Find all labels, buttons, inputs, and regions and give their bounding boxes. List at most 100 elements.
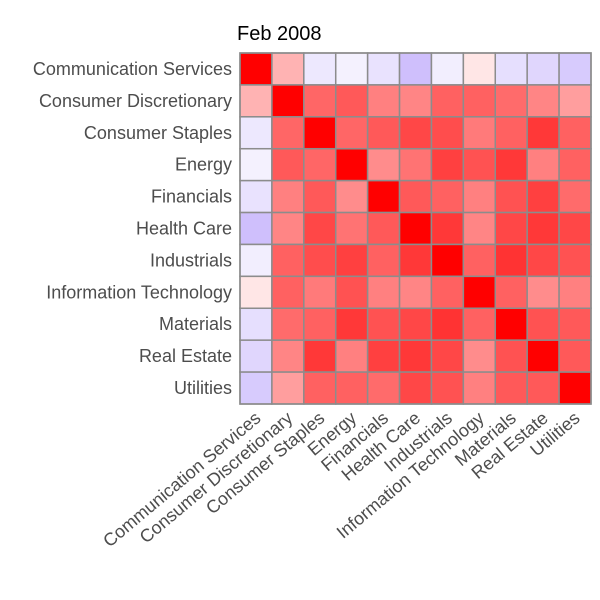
heatmap-cell — [271, 339, 305, 373]
heatmap-cell — [558, 147, 592, 182]
heatmap-cell — [366, 52, 401, 86]
heatmap-cell — [430, 211, 465, 246]
heatmap-cell — [334, 147, 369, 182]
heatmap-cell — [239, 84, 273, 118]
heatmap-cell — [430, 147, 465, 182]
heatmap-cell — [239, 339, 273, 373]
heatmap-cell — [239, 179, 273, 214]
y-tick-label: Consumer Discretionary — [39, 91, 232, 111]
heatmap-cell — [494, 116, 528, 150]
heatmap-cell — [430, 243, 465, 278]
heatmap-cell — [271, 371, 305, 405]
heatmap-cell — [366, 371, 401, 405]
heatmap-cell — [239, 307, 273, 341]
heatmap-cell — [494, 307, 528, 341]
heatmap-cell — [558, 339, 592, 373]
heatmap-cell — [398, 307, 433, 341]
heatmap-cell — [239, 275, 273, 310]
heatmap-cell — [334, 84, 369, 118]
y-tick-label: Communication Services — [33, 59, 232, 79]
heatmap-cell — [398, 179, 433, 214]
heatmap-cell — [366, 339, 401, 373]
heatmap-cell — [494, 52, 528, 86]
heatmap-cell — [334, 52, 369, 86]
heatmap-cell — [239, 52, 273, 86]
heatmap-cell — [334, 243, 369, 278]
heatmap-cell — [462, 307, 497, 341]
heatmap-cell — [398, 147, 433, 182]
heatmap-cell — [303, 179, 337, 214]
heatmap-cell — [558, 116, 592, 150]
y-tick-label: Real Estate — [139, 346, 232, 366]
heatmap-cell — [494, 275, 528, 310]
heatmap-cell — [494, 371, 528, 405]
heatmap-cell — [271, 84, 305, 118]
heatmap-cell — [303, 147, 337, 182]
heatmap-cell — [398, 116, 433, 150]
heatmap-cell — [334, 179, 369, 214]
heatmap-cell — [558, 52, 592, 86]
heatmap-cell — [303, 52, 337, 86]
heatmap-cell — [462, 179, 497, 214]
heatmap-cell — [462, 52, 497, 86]
heatmap-cell — [271, 147, 305, 182]
heatmap-cell — [303, 307, 337, 341]
heatmap-cell — [462, 339, 497, 373]
heatmap-cell — [526, 116, 560, 150]
heatmap-cell — [271, 179, 305, 214]
heatmap-cell — [239, 147, 273, 182]
heatmap-cell — [398, 339, 433, 373]
heatmap-cells — [239, 52, 592, 405]
heatmap-cell — [558, 371, 592, 405]
heatmap-cell — [526, 275, 560, 310]
y-axis-tick-labels: Communication Services Consumer Discretio… — [33, 59, 232, 398]
heatmap-cell — [239, 243, 273, 278]
heatmap-cell — [366, 147, 401, 182]
y-tick-label: Energy — [175, 155, 232, 175]
heatmap-cell — [558, 84, 592, 118]
heatmap-cell — [494, 84, 528, 118]
heatmap-cell — [526, 339, 560, 373]
heatmap-cell — [303, 211, 337, 246]
heatmap-cell — [303, 243, 337, 278]
heatmap-cell — [526, 52, 560, 86]
y-tick-label: Financials — [151, 187, 232, 207]
heatmap-cell — [462, 211, 497, 246]
heatmap-cell — [398, 211, 433, 246]
heatmap-cell — [558, 275, 592, 310]
heatmap-cell — [239, 211, 273, 246]
heatmap-cell — [303, 275, 337, 310]
heatmap-cell — [430, 275, 465, 310]
y-tick-label: Industrials — [150, 250, 232, 270]
heatmap-cell — [366, 116, 401, 150]
heatmap-cell — [558, 179, 592, 214]
heatmap-cell — [494, 339, 528, 373]
heatmap-cell — [462, 243, 497, 278]
heatmap-cell — [366, 84, 401, 118]
heatmap-cell — [398, 84, 433, 118]
heatmap-cell — [334, 211, 369, 246]
heatmap-cell — [398, 243, 433, 278]
heatmap-cell — [430, 179, 465, 214]
y-tick-label: Information Technology — [46, 282, 232, 302]
heatmap-cell — [334, 371, 369, 405]
chart-title: Feb 2008 — [237, 23, 322, 45]
heatmap-cell — [526, 211, 560, 246]
heatmap-cell — [462, 147, 497, 182]
heatmap-cell — [239, 371, 273, 405]
y-tick-label: Materials — [159, 314, 232, 334]
y-tick-label: Utilities — [174, 378, 232, 398]
heatmap-cell — [462, 84, 497, 118]
heatmap-cell — [366, 307, 401, 341]
heatmap-cell — [526, 147, 560, 182]
heatmap-cell — [366, 211, 401, 246]
heatmap-cell — [558, 211, 592, 246]
heatmap-cell — [430, 339, 465, 373]
heatmap-cell — [271, 243, 305, 278]
heatmap-cell — [430, 307, 465, 341]
heatmap-cell — [334, 275, 369, 310]
heatmap-cell — [494, 243, 528, 278]
heatmap-cell — [430, 52, 465, 86]
